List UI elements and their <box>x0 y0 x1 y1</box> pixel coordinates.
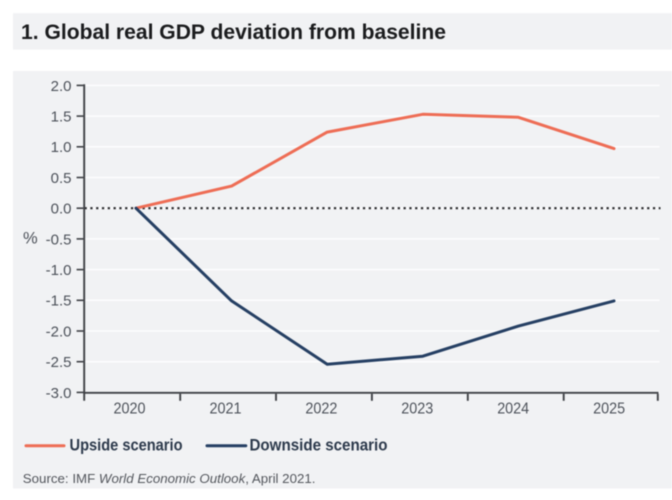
svg-text:2.0: 2.0 <box>51 78 72 95</box>
svg-text:2024: 2024 <box>497 400 529 417</box>
svg-text:1. Global real GDP deviation f: 1. Global real GDP deviation from baseli… <box>21 20 446 44</box>
svg-text:Downside scenario: Downside scenario <box>250 435 388 454</box>
svg-text:2020: 2020 <box>114 400 146 417</box>
svg-text:Upside scenario: Upside scenario <box>70 435 183 454</box>
svg-text:-1.5: -1.5 <box>46 293 72 310</box>
svg-text:2022: 2022 <box>305 400 337 417</box>
svg-text:2023: 2023 <box>401 400 433 417</box>
svg-text:0.5: 0.5 <box>51 170 72 187</box>
svg-text:2021: 2021 <box>210 400 242 417</box>
svg-text:0.0: 0.0 <box>51 201 72 218</box>
svg-text:-1.0: -1.0 <box>46 262 72 279</box>
svg-text:1.0: 1.0 <box>51 139 72 156</box>
svg-text:%: % <box>23 230 38 248</box>
svg-text:1.5: 1.5 <box>51 109 72 126</box>
svg-text:-2.0: -2.0 <box>46 323 72 340</box>
svg-text:-3.0: -3.0 <box>46 385 72 402</box>
svg-text:2025: 2025 <box>593 400 625 417</box>
svg-text:-2.5: -2.5 <box>46 354 72 371</box>
svg-text:Source: IMF World Economic Out: Source: IMF World Economic Outlook, Apri… <box>23 471 316 486</box>
svg-text:-0.5: -0.5 <box>46 231 72 248</box>
